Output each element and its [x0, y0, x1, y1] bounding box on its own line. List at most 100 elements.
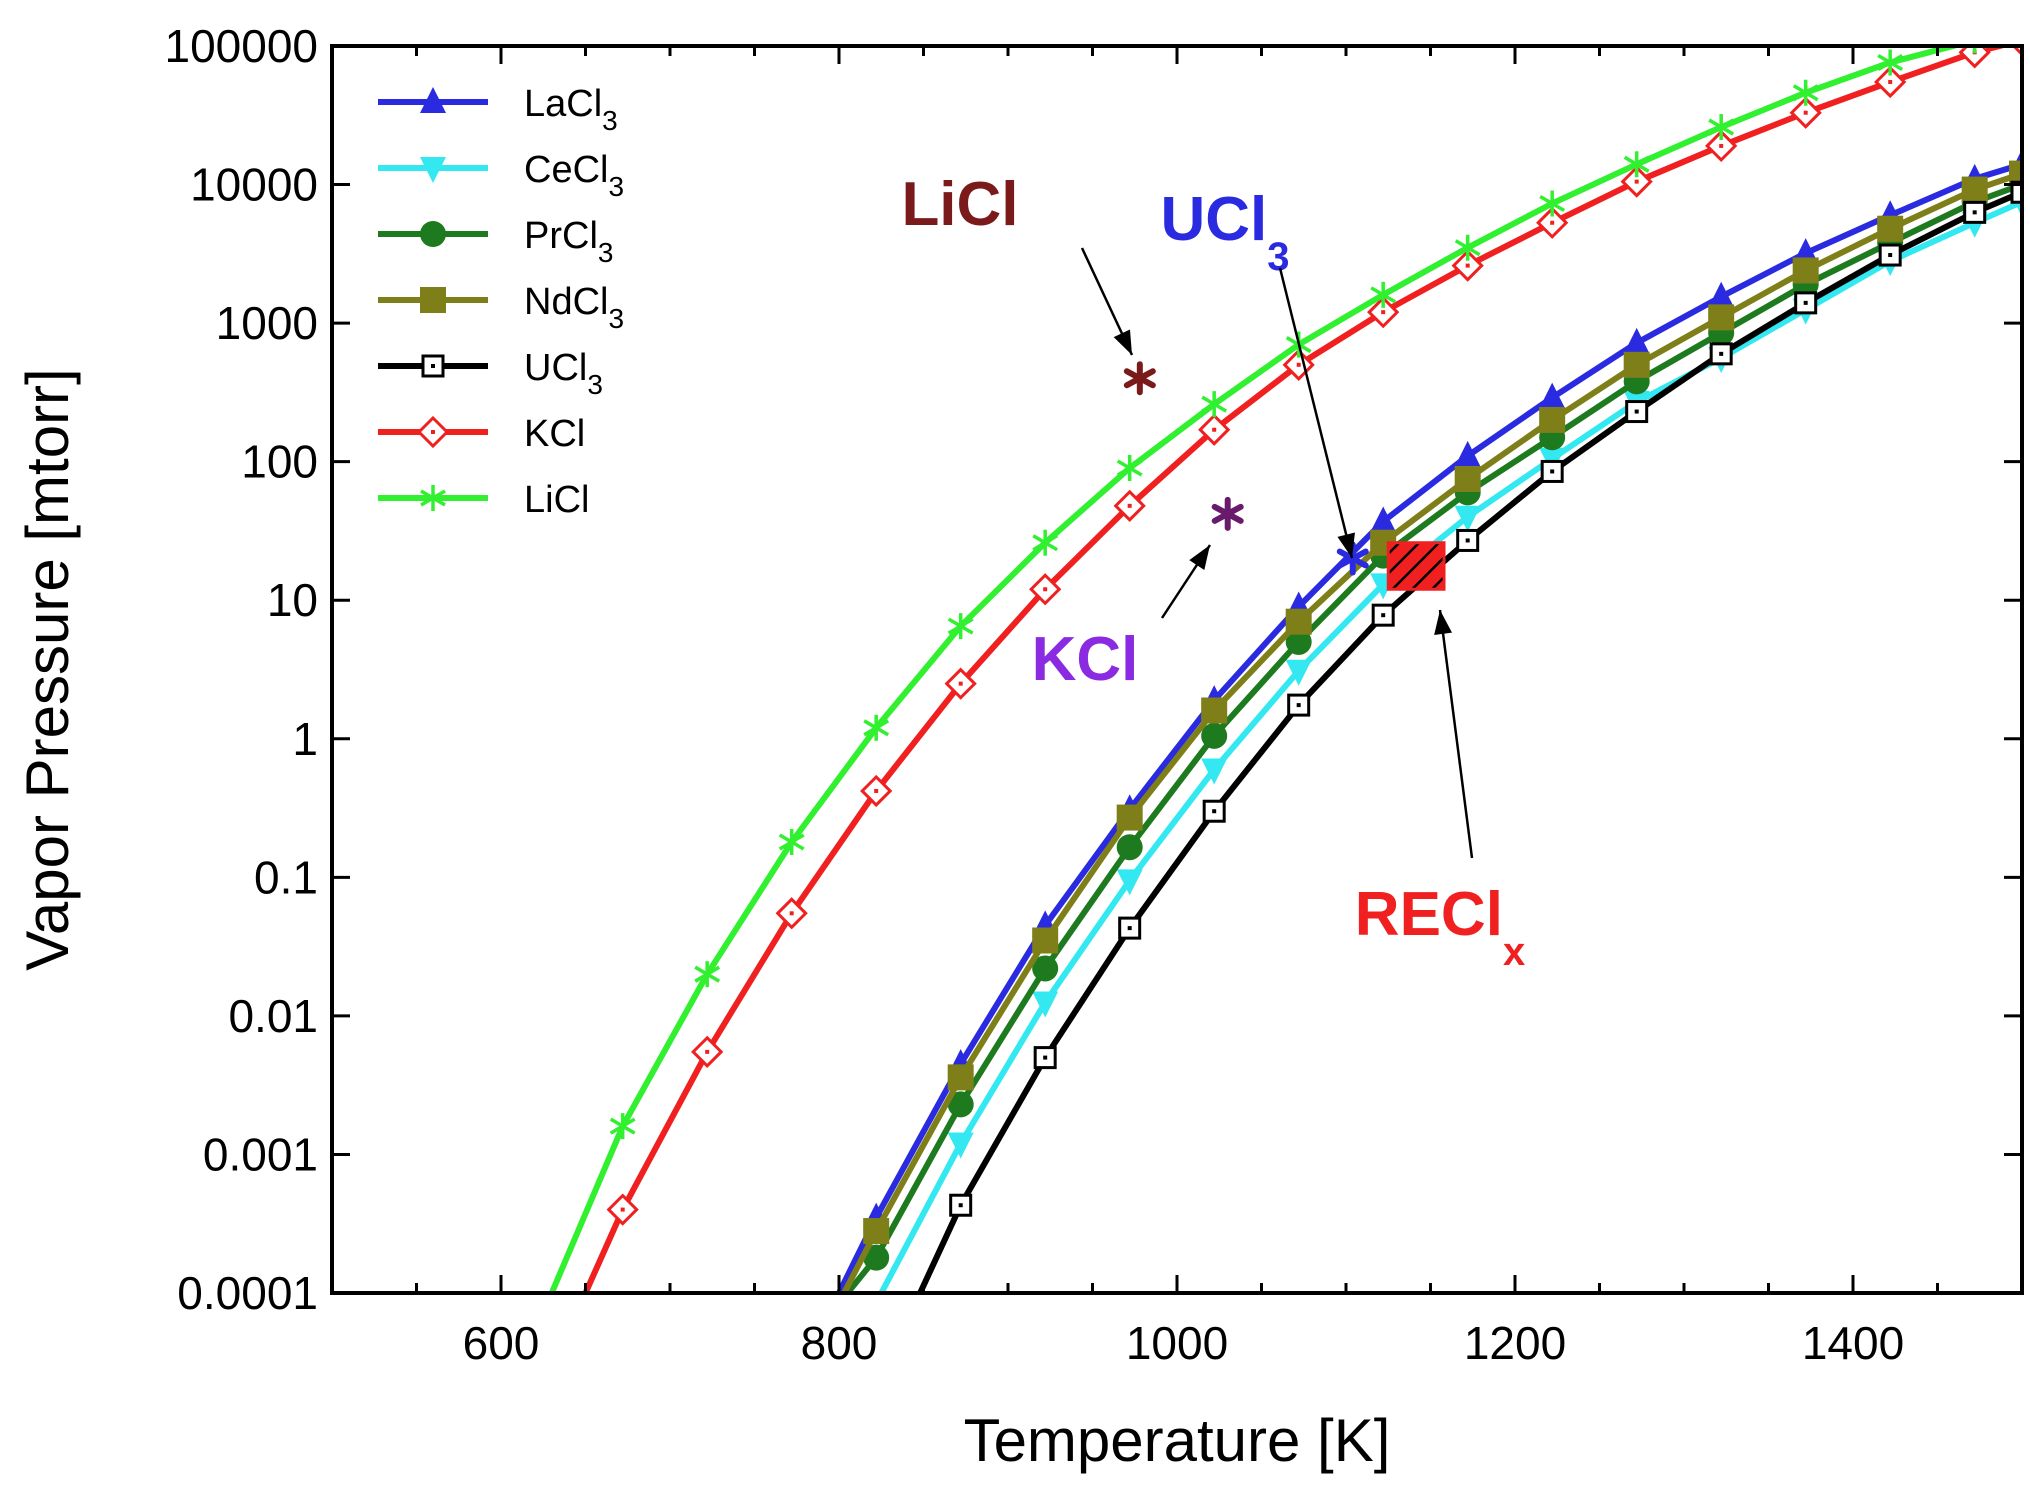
x-tick-label: 1200 [1464, 1317, 1566, 1369]
series-point-kcl [1198, 413, 1231, 446]
series-point-kcl [1536, 206, 1569, 239]
series-point-ndcl3 [2009, 160, 2022, 187]
arrow-ucl3 [1278, 267, 1355, 559]
series-point-prcl3 [1032, 955, 1059, 982]
series-point-ucl3 [1709, 342, 1733, 366]
y-tick-label: 0.01 [228, 990, 318, 1042]
series-point-kcl [1029, 573, 1062, 606]
arrow-kcl [1160, 544, 1212, 619]
legend: LaCl3 CeCl3 PrCl3 NdCl3 UCl3 KCl LiCl [378, 83, 624, 521]
legend-label-cecl3: CeCl3 [524, 149, 624, 202]
legend-label-licl: LiCl [524, 479, 589, 521]
series-point-ucl3 [1118, 916, 1142, 940]
legend-label-prcl3: PrCl3 [524, 215, 613, 268]
legend-label-ndcl3: NdCl3 [524, 281, 624, 334]
series-point-cecl3 [1116, 869, 1143, 896]
series-point-kcl [2011, 46, 2022, 57]
annotations-layer: LiCl UCl3 KCl REClx [901, 170, 1525, 974]
series-point-kcl [860, 774, 893, 808]
series-point-cecl3 [1285, 659, 1312, 686]
series-point-cecl3 [1454, 505, 1481, 532]
series-point-licl [1961, 46, 1988, 54]
series-layer [548, 46, 2022, 1293]
series-point-kcl [1789, 96, 1822, 129]
series-point-ndcl3 [1032, 927, 1059, 954]
single-points-layer [1123, 361, 1369, 576]
series-point-ndcl3 [1961, 176, 1988, 203]
series-point-licl [1792, 79, 1819, 106]
series-point-ndcl3 [1539, 406, 1566, 433]
series-point-ndcl3 [1116, 804, 1143, 831]
series-point-lacl3 [1708, 281, 1735, 308]
series-point-ucl3 [1371, 603, 1395, 627]
series-point-ucl3 [1878, 243, 1902, 267]
series-point-ucl3 [1963, 200, 1987, 224]
series-point-ndcl3 [863, 1218, 890, 1245]
series-point-prcl3 [1285, 628, 1312, 655]
series-point-licl [1116, 455, 1143, 482]
y-tick-label: 10000 [190, 159, 318, 211]
series-point-licl [1032, 529, 1059, 556]
series-point-ndcl3 [1285, 608, 1312, 635]
annotation-licl: LiCl [901, 170, 1018, 239]
series-point-kcl [1451, 249, 1484, 282]
series-point-ndcl3 [1792, 257, 1819, 284]
legend-label-lacl3: LaCl3 [524, 83, 618, 136]
legend-item-kcl: KCl [378, 413, 585, 455]
series-point-ndcl3 [1454, 465, 1481, 492]
series-line-prcl3 [845, 181, 2022, 1293]
series-point-ndcl3 [1201, 697, 1228, 724]
legend-label-kcl: KCl [524, 413, 585, 455]
ticks-layer: 600 800 1000 1200 1400 0.0001 0.001 0.01 0.1 1 10 1… [14, 20, 2024, 1474]
series-point-ucl3 [1202, 799, 1226, 823]
series-point-licl [1539, 190, 1566, 217]
series-point-lacl3 [1539, 382, 1566, 409]
series-point-ndcl3 [947, 1064, 974, 1091]
series-point-lacl3 [1623, 327, 1650, 354]
legend-marker-ucl3 [421, 354, 445, 378]
single-point-licl-point [1123, 361, 1156, 396]
series-point-cecl3 [1032, 991, 1059, 1018]
series-point-prcl3 [1116, 834, 1143, 861]
legend-marker-lacl3 [420, 87, 446, 113]
y-tick-label: 0.001 [203, 1128, 318, 1180]
series-point-licl [1708, 114, 1735, 141]
series-point-licl [1201, 391, 1228, 418]
annotation-ucl3: UCl3 [1160, 185, 1289, 279]
series-point-licl [947, 613, 974, 640]
legend-item-prcl3: PrCl3 [378, 215, 613, 268]
y-axis-title: Vapor Pressure [mtorr] [14, 368, 81, 970]
recl-region [1386, 541, 1446, 591]
series-point-licl [863, 714, 890, 741]
series-point-prcl3 [863, 1244, 890, 1271]
series-line-ndcl3 [841, 170, 2022, 1293]
legend-marker-ndcl3 [420, 287, 446, 313]
series-point-ucl3 [1540, 459, 1564, 483]
series-point-kcl [691, 1035, 724, 1068]
series-point-licl [778, 828, 805, 855]
x-tick-label: 600 [463, 1317, 540, 1369]
series-point-ucl3 [949, 1193, 973, 1217]
x-tick-label: 1400 [1802, 1317, 1904, 1369]
series-point-ucl3 [1033, 1046, 1057, 1070]
series-point-ucl3 [1456, 528, 1480, 552]
series-point-ndcl3 [1708, 304, 1735, 331]
y-tick-label: 0.1 [254, 851, 318, 903]
y-tick-label: 100000 [165, 20, 319, 72]
x-tick-label: 1000 [1126, 1317, 1228, 1369]
series-point-ndcl3 [1877, 215, 1904, 242]
legend-marker-licl [420, 485, 446, 511]
y-tick-label: 100 [241, 436, 318, 488]
series-line-lacl3 [836, 161, 2022, 1293]
series-line-licl [548, 46, 1965, 1293]
series-point-kcl [1620, 165, 1653, 198]
legend-item-lacl3: LaCl3 [378, 83, 618, 136]
series-point-licl [1877, 49, 1904, 76]
series-line-cecl3 [878, 199, 2022, 1293]
annotation-reclx: REClx [1355, 880, 1525, 974]
series-point-prcl3 [1201, 722, 1228, 749]
series-point-licl [1454, 234, 1481, 261]
legend-label-ucl3: UCl3 [524, 347, 603, 400]
series-point-kcl [1705, 129, 1738, 163]
series-point-kcl [775, 897, 808, 930]
